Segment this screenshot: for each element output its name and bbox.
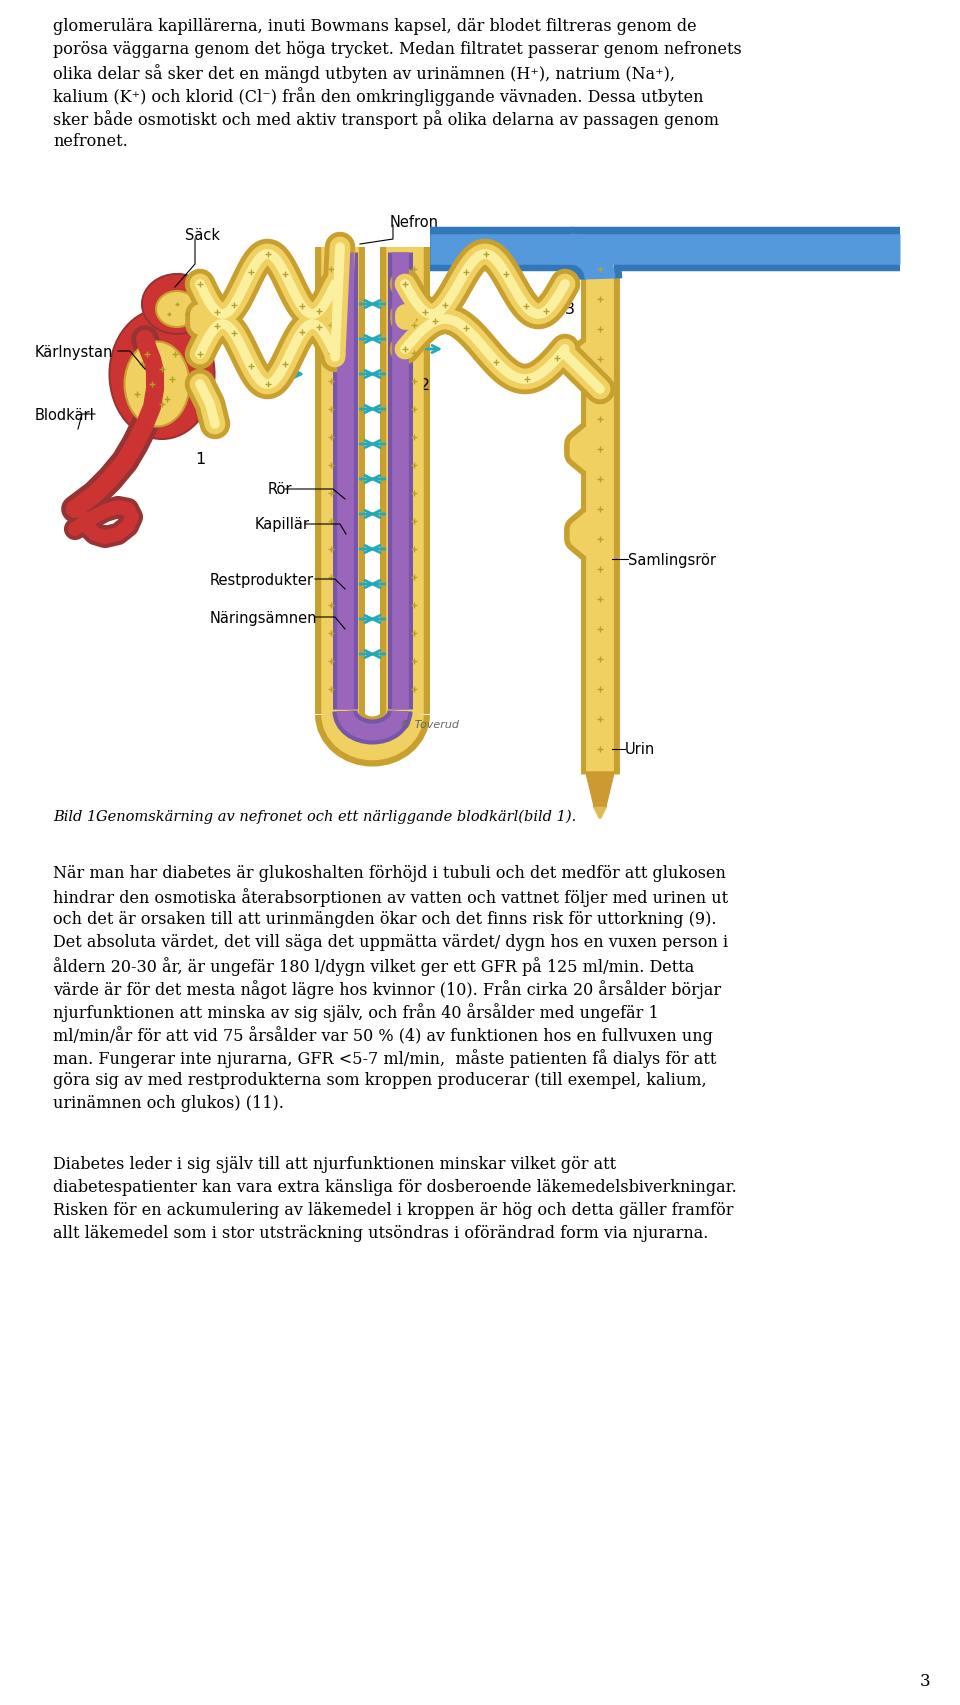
Text: Restprodukter: Restprodukter [210,573,314,587]
Text: Genomskärning av nefronet och ett närliggande blodkärl(bild 1).: Genomskärning av nefronet och ett närlig… [96,810,576,824]
Text: urinämnen och glukos) (11).: urinämnen och glukos) (11). [53,1095,284,1112]
Text: glomerulära kapillärerna, inuti Bowmans kapsel, där blodet filtreras genom de: glomerulära kapillärerna, inuti Bowmans … [53,19,697,36]
Text: Säck: Säck [185,228,220,242]
Text: sker både osmotiskt och med aktiv transport på olika delarna av passagen genom: sker både osmotiskt och med aktiv transp… [53,109,719,130]
Text: porösa väggarna genom det höga trycket. Medan filtratet passerar genom nefronets: porösa väggarna genom det höga trycket. … [53,41,742,58]
Text: diabetespatienter kan vara extra känsliga för dosberoende läkemedelsbiverkningar: diabetespatienter kan vara extra känslig… [53,1178,736,1195]
Ellipse shape [109,310,214,440]
Text: njurfunktionen att minska av sig själv, och från 40 årsålder med ungefär 1: njurfunktionen att minska av sig själv, … [53,1003,659,1021]
Text: Kärlnystan: Kärlnystan [35,344,113,360]
Text: Diabetes leder i sig själv till att njurfunktionen minskar vilket gör att: Diabetes leder i sig själv till att njur… [53,1156,616,1173]
Polygon shape [586,772,614,806]
Text: åldern 20-30 år, är ungefär 180 l/dygn vilket ger ett GFR på 125 ml/min. Detta: åldern 20-30 år, är ungefär 180 l/dygn v… [53,957,694,975]
Text: allt läkemedel som i stor utsträckning utsöndras i oförändrad form via njurarna.: allt läkemedel som i stor utsträckning u… [53,1224,708,1241]
Text: 3: 3 [565,302,575,317]
Text: Blodkärl: Blodkärl [35,407,95,423]
Text: Nefron: Nefron [390,215,439,230]
Text: och det är orsaken till att urinmängden ökar och det finns risk för uttorkning (: och det är orsaken till att urinmängden … [53,910,716,928]
Text: © Toverud: © Toverud [400,720,459,730]
Text: Risken för en ackumulering av läkemedel i kroppen är hög och detta gäller framfö: Risken för en ackumulering av läkemedel … [53,1202,733,1219]
Polygon shape [586,774,614,810]
Text: nefronet.: nefronet. [53,133,128,150]
Text: Näringsämnen: Näringsämnen [210,610,318,626]
Text: Samlingsrör: Samlingsrör [628,552,716,568]
Text: Urin: Urin [625,742,656,757]
Ellipse shape [142,275,212,334]
Text: olika delar så sker det en mängd utbyten av urinämnen (H⁺), natrium (Na⁺),: olika delar så sker det en mängd utbyten… [53,65,675,84]
Text: ml/min/år för att vid 75 årsålder var 50 % (4) av funktionen hos en fullvuxen un: ml/min/år för att vid 75 årsålder var 50… [53,1025,713,1043]
Ellipse shape [125,343,189,428]
Text: Rör: Rör [268,483,293,498]
Text: man. Fungerar inte njurarna, GFR <5-7 ml/min,  måste patienten få dialys för att: man. Fungerar inte njurarna, GFR <5-7 ml… [53,1049,716,1067]
Text: hindrar den osmotiska återabsorptionen av vatten och vattnet följer med urinen u: hindrar den osmotiska återabsorptionen a… [53,888,728,907]
Text: När man har diabetes är glukoshalten förhöjd i tubuli och det medför att glukose: När man har diabetes är glukoshalten för… [53,864,726,881]
Text: Det absoluta värdet, det vill säga det uppmätta värdet/ dygn hos en vuxen person: Det absoluta värdet, det vill säga det u… [53,933,728,950]
Text: 3: 3 [920,1673,930,1690]
Text: Kapillär: Kapillär [255,517,310,532]
Text: 2: 2 [420,377,430,392]
Ellipse shape [156,292,198,327]
Text: Bild 1.: Bild 1. [53,810,106,824]
Text: värde är för det mesta något lägre hos kvinnor (10). Från cirka 20 årsålder börj: värde är för det mesta något lägre hos k… [53,979,721,999]
Text: 1: 1 [195,452,205,467]
Text: kalium (K⁺) och klorid (Cl⁻) från den omkringliggande vävnaden. Dessa utbyten: kalium (K⁺) och klorid (Cl⁻) från den om… [53,87,704,106]
Text: göra sig av med restprodukterna som kroppen producerar (till exempel, kalium,: göra sig av med restprodukterna som krop… [53,1071,707,1088]
